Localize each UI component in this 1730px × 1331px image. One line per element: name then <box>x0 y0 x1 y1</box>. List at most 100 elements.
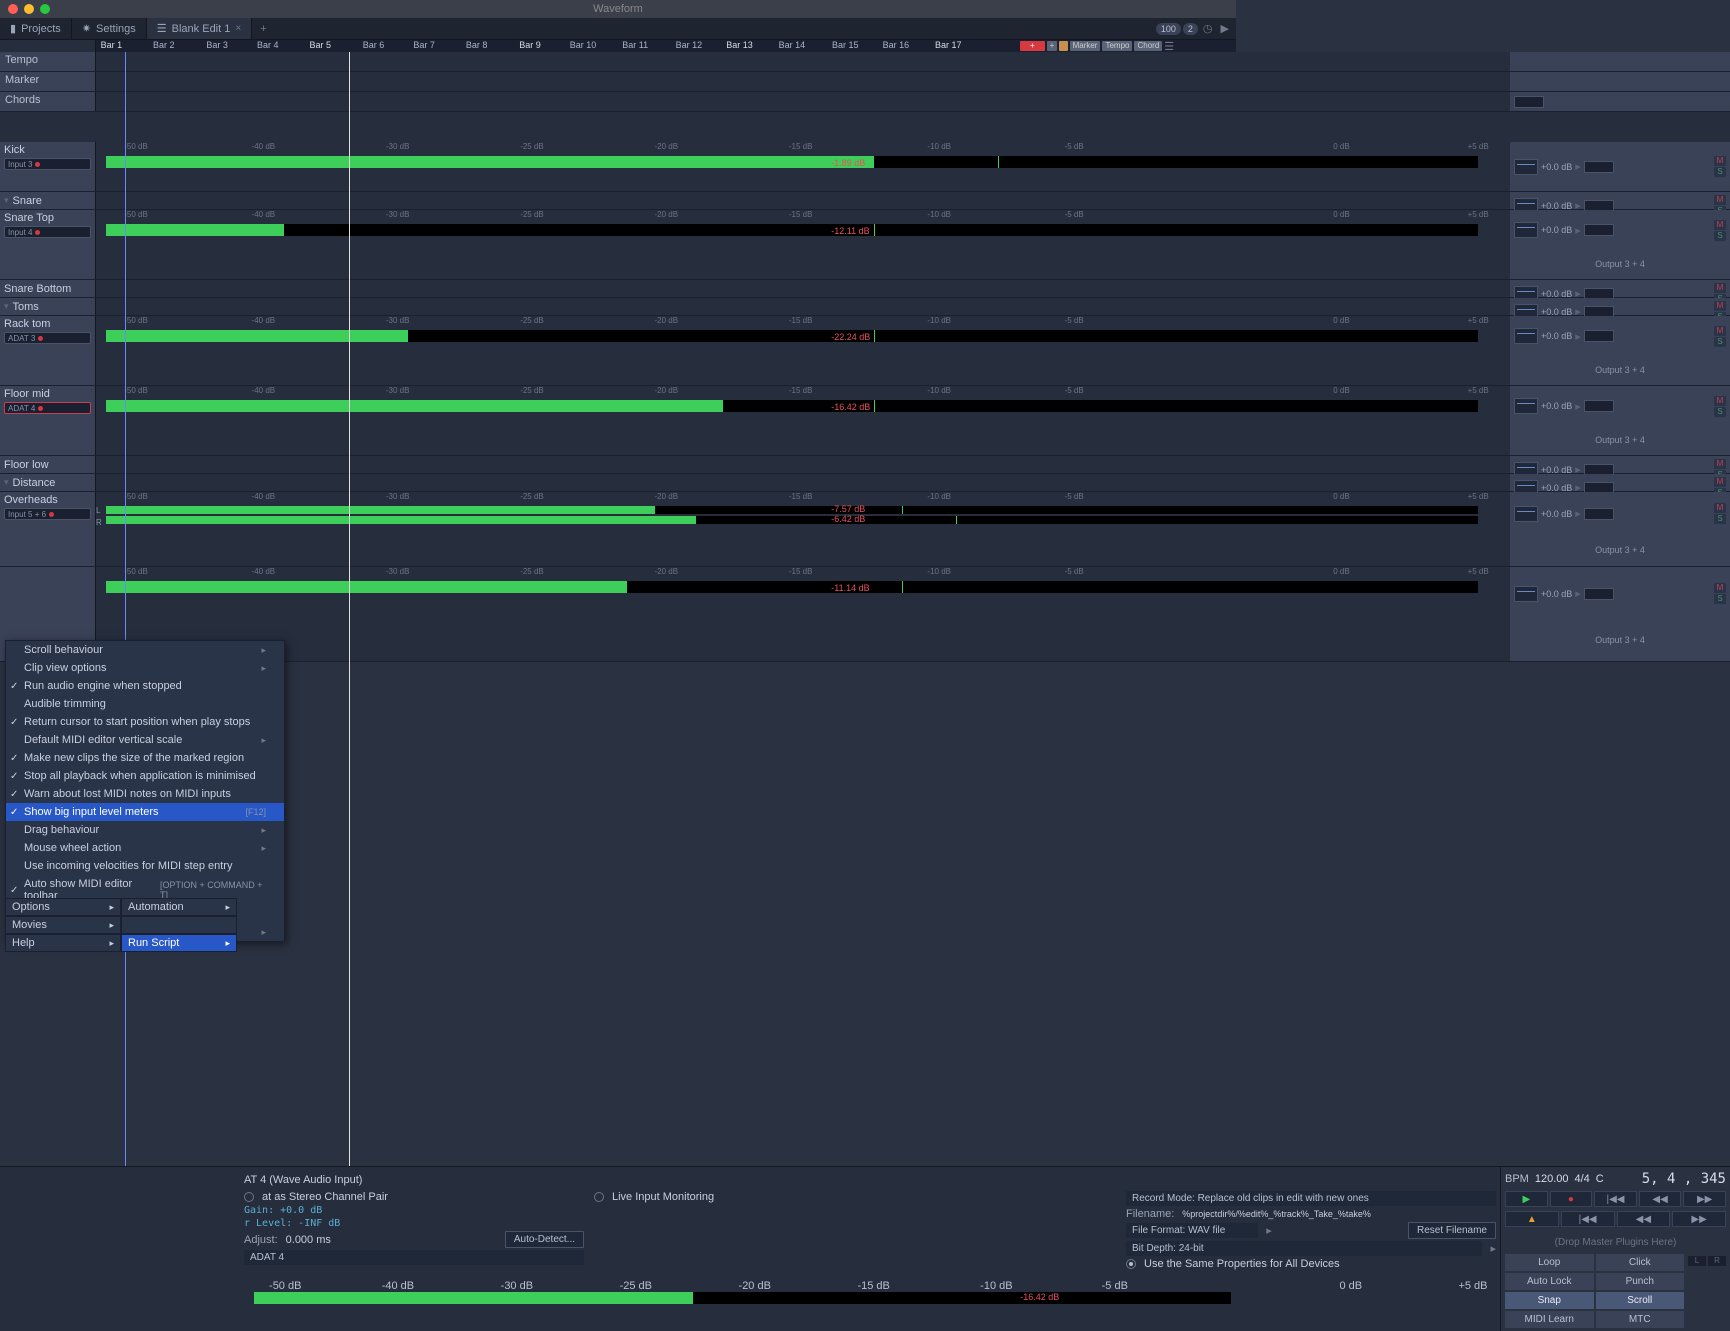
record-arm-icon[interactable] <box>38 336 43 341</box>
record-arm-icon[interactable] <box>35 230 40 235</box>
time-sig[interactable]: 4/4 <box>1575 1173 1590 1185</box>
input-chip[interactable]: Input 5 + 6 <box>4 508 91 520</box>
edit-cursor[interactable] <box>349 52 350 1166</box>
bpm-value[interactable]: 120.00 <box>1535 1173 1569 1185</box>
collapse-icon[interactable]: ▾ <box>4 301 9 312</box>
track-body[interactable]: -50 dB-40 dB-30 dB-25 dB-20 dB-15 dB-10 … <box>96 142 1510 191</box>
output-label[interactable]: Output 3 + 4 <box>1514 635 1726 645</box>
track-body[interactable]: -50 dB-40 dB-30 dB-25 dB-20 dB-15 dB-10 … <box>96 386 1510 455</box>
same-props-radio[interactable] <box>1126 1259 1136 1269</box>
rewind-button[interactable]: ◀◀ <box>1639 1191 1682 1207</box>
bar-label[interactable]: Bar 14 <box>779 40 806 50</box>
gain-readout[interactable]: Gain: +0.0 dB <box>244 1205 584 1216</box>
maximize-window-icon[interactable] <box>40 4 50 14</box>
menu-item[interactable]: ✓Show big input level meters[F12] <box>6 803 284 821</box>
mute-button[interactable]: M <box>1714 477 1726 487</box>
track-name[interactable]: Snare <box>13 195 42 207</box>
transport-time[interactable]: 5, 4 , 345 <box>1642 1171 1726 1187</box>
edit-tab[interactable]: ☰ Blank Edit 1 × <box>147 18 252 39</box>
output-label[interactable]: Output 3 + 4 <box>1514 435 1726 445</box>
solo-button[interactable]: S <box>1714 594 1726 604</box>
menu-item[interactable]: Scroll behaviour▸ <box>6 641 284 659</box>
menu-item[interactable] <box>121 916 237 934</box>
expand-icon[interactable]: ▸ <box>1575 507 1581 520</box>
volume-value[interactable]: +0.0 dB <box>1541 401 1572 411</box>
expand-icon[interactable]: ▸ <box>1575 587 1581 600</box>
track-body[interactable] <box>96 192 1510 209</box>
track-header[interactable]: ▾ Snare <box>0 192 96 209</box>
solo-button[interactable]: S <box>1714 167 1726 177</box>
volume-fader[interactable] <box>1514 222 1538 238</box>
menu-item[interactable]: ✓Run audio engine when stopped <box>6 677 284 695</box>
track-body[interactable]: -50 dB-40 dB-30 dB-25 dB-20 dB-15 dB-10 … <box>96 316 1510 385</box>
record-arm-icon[interactable] <box>49 512 54 517</box>
track-body[interactable] <box>96 280 1510 297</box>
bar-label[interactable]: Bar 1 <box>101 40 123 50</box>
menu-item[interactable]: Audible trimming <box>6 695 284 713</box>
rewind-start-button[interactable]: |◀◀ <box>1594 1191 1637 1207</box>
solo-button[interactable]: S <box>1714 514 1726 524</box>
track-header[interactable]: Floor low <box>0 456 96 473</box>
alias-field[interactable]: ADAT 4 <box>244 1250 584 1265</box>
volume-value[interactable]: +0.0 dB <box>1541 465 1572 475</box>
volume-value[interactable]: +0.0 dB <box>1541 162 1572 172</box>
input-chip[interactable]: Input 4 <box>4 226 91 238</box>
track-body[interactable] <box>96 474 1510 491</box>
menu-item[interactable]: ✓Warn about lost MIDI notes on MIDI inpu… <box>6 785 284 803</box>
bar-label[interactable]: Bar 9 <box>519 40 541 50</box>
menu-item[interactable]: Default MIDI editor vertical scale▸ <box>6 731 284 749</box>
chords-lane[interactable]: Chords <box>0 92 1730 112</box>
output-label[interactable]: Output 3 + 4 <box>1514 545 1726 555</box>
menu-item[interactable]: Clip view options▸ <box>6 659 284 677</box>
track-name[interactable]: Distance <box>13 477 56 489</box>
volume-fader[interactable] <box>1514 328 1538 344</box>
mute-button[interactable]: M <box>1714 459 1726 469</box>
volume-value[interactable]: +0.0 dB <box>1541 307 1572 317</box>
menu-item[interactable]: ✓Stop all playback when application is m… <box>6 767 284 785</box>
track-body[interactable]: -50 dB-40 dB-30 dB-25 dB-20 dB-15 dB-10 … <box>96 492 1510 566</box>
collapse-icon[interactable]: ▾ <box>4 195 9 206</box>
transport-option-snap[interactable]: Snap <box>1505 1292 1594 1309</box>
collapse-icon[interactable]: ▾ <box>4 477 9 488</box>
menu-item[interactable]: Mouse wheel action▸ <box>6 839 284 857</box>
input-chip[interactable]: ADAT 4 <box>4 402 91 414</box>
bar-label[interactable]: Bar 2 <box>153 40 175 50</box>
track-name[interactable]: Snare Bottom <box>4 283 71 295</box>
menu-item[interactable]: ✓Return cursor to start position when pl… <box>6 713 284 731</box>
menu-item[interactable]: Options▸ <box>5 898 121 916</box>
track-header[interactable]: OverheadsInput 5 + 6 <box>0 492 96 566</box>
volume-value[interactable]: +0.0 dB <box>1541 483 1572 493</box>
bar-label[interactable]: Bar 5 <box>309 40 331 50</box>
track-name[interactable]: Toms <box>13 301 39 313</box>
warning-icon[interactable]: ▲ <box>1505 1211 1559 1227</box>
tempo-chip[interactable]: Tempo <box>1102 41 1132 51</box>
output-label[interactable]: Output 3 + 4 <box>1514 259 1726 269</box>
transport-option-midi-learn[interactable]: MIDI Learn <box>1505 1311 1594 1328</box>
bar-label[interactable]: Bar 11 <box>622 40 648 50</box>
live-monitoring-radio[interactable] <box>594 1192 604 1202</box>
expand-icon[interactable]: ▸ <box>1575 330 1581 343</box>
play-button[interactable]: ▶ <box>1505 1191 1548 1207</box>
mute-button[interactable]: M <box>1714 156 1726 166</box>
volume-fader[interactable] <box>1514 398 1538 414</box>
playhead[interactable] <box>125 52 126 1166</box>
bar-label[interactable]: Bar 6 <box>363 40 385 50</box>
bar-label[interactable]: Bar 13 <box>726 40 753 50</box>
transport-option-loop[interactable]: Loop <box>1505 1254 1594 1271</box>
bar-label[interactable]: Bar 4 <box>257 40 279 50</box>
bit-depth-select[interactable]: Bit Depth: 24-bit <box>1126 1241 1482 1256</box>
bar-label[interactable]: Bar 3 <box>206 40 228 50</box>
menu-item[interactable]: ✓Make new clips the size of the marked r… <box>6 749 284 767</box>
track-header[interactable]: Snare Bottom <box>0 280 96 297</box>
mute-button[interactable]: M <box>1714 326 1726 336</box>
track-body[interactable]: -50 dB-40 dB-30 dB-25 dB-20 dB-15 dB-10 … <box>96 210 1510 279</box>
bar-label[interactable]: Bar 7 <box>413 40 435 50</box>
close-tab-icon[interactable]: × <box>235 23 241 34</box>
timeline-ruler[interactable]: Bar 1 Bar 2 Bar 3 Bar 4 Bar 5 Bar 6 Bar 7 Bar 8… <box>0 40 1236 52</box>
track-header[interactable]: ▾ Toms <box>0 298 96 315</box>
volume-value[interactable]: +0.0 dB <box>1541 289 1572 299</box>
rewind-button-2[interactable]: ◀◀ <box>1617 1211 1671 1227</box>
track-header[interactable]: Rack tomADAT 3 <box>0 316 96 385</box>
bar-label[interactable]: Bar 8 <box>466 40 488 50</box>
transport-option-scroll[interactable]: Scroll <box>1596 1292 1685 1309</box>
